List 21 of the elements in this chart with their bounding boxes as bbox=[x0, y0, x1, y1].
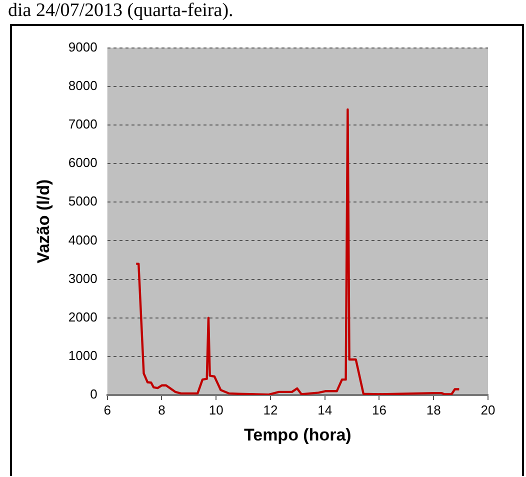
x-tick-label: 16 bbox=[372, 402, 386, 418]
y-axis-title: Vazão (l/d) bbox=[34, 179, 53, 264]
y-tick-label: 3000 bbox=[68, 270, 98, 286]
y-tick-label: 7000 bbox=[68, 116, 98, 132]
y-tick-label: 5000 bbox=[68, 194, 98, 209]
x-tick-label: 20 bbox=[480, 402, 496, 418]
text: dia 24/07/2013 (quarta-feira). bbox=[8, 0, 234, 22]
x-axis-title: Tempo (hora) bbox=[244, 425, 352, 444]
y-tick-label: 1000 bbox=[68, 348, 98, 363]
y-tick-label: 2000 bbox=[68, 309, 98, 324]
y-tick-label: 6000 bbox=[68, 155, 98, 170]
y-tick-label: 8000 bbox=[68, 78, 98, 93]
y-tick-label: 0 bbox=[90, 386, 98, 402]
x-tick-label: 10 bbox=[208, 402, 224, 418]
x-tick-label: 18 bbox=[426, 402, 441, 418]
x-tick-label: 6 bbox=[104, 402, 111, 418]
x-tick-label: 8 bbox=[158, 402, 166, 418]
y-tick-label: 4000 bbox=[68, 232, 98, 248]
x-tick-label: 14 bbox=[318, 402, 332, 418]
x-tick-label: 12 bbox=[263, 402, 278, 418]
y-tick-label: 9000 bbox=[68, 39, 98, 54]
